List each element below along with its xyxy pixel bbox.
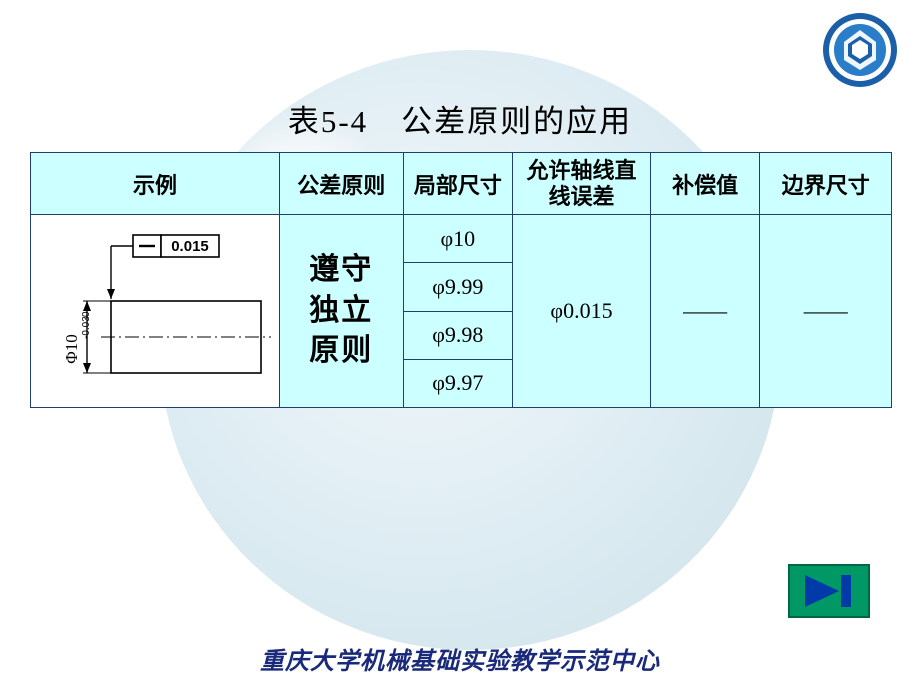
tol-upper: 0 — [81, 311, 92, 317]
footer-text: 重庆大学机械基础实验教学示范中心 — [0, 641, 920, 676]
allowed-error: φ0.015 — [513, 215, 651, 408]
th-axis-error-l1: 允许轴线直 — [526, 158, 636, 183]
ld-1: φ9.99 — [403, 263, 513, 311]
next-slide-button[interactable] — [788, 564, 870, 618]
tol-lower: -0.03 — [81, 316, 92, 339]
tolerance-table: 示例 公差原则 局部尺寸 允许轴线直 线误差 补偿值 边界尺寸 0.015 — [30, 152, 892, 408]
ld-0: φ10 — [403, 215, 513, 263]
th-example: 示例 — [31, 153, 280, 215]
th-boundary: 边界尺寸 — [760, 153, 892, 215]
compensation: —— — [650, 215, 760, 408]
ld-3: φ9.97 — [403, 359, 513, 407]
page-title: 表5-4 公差原则的应用 — [0, 96, 920, 141]
th-local-dim: 局部尺寸 — [403, 153, 513, 215]
university-logo — [822, 12, 898, 88]
ld-2: φ9.98 — [403, 311, 513, 359]
boundary: —— — [760, 215, 892, 408]
th-axis-error: 允许轴线直 线误差 — [513, 153, 651, 215]
th-principle: 公差原则 — [280, 153, 404, 215]
principle-cell: 遵守 独立 原则 — [280, 215, 404, 408]
th-compensation: 补偿值 — [650, 153, 760, 215]
diameter-label: Φ10 — [62, 334, 81, 363]
tolerance-value: 0.015 — [171, 238, 209, 255]
play-next-icon — [799, 571, 859, 611]
th-axis-error-l2: 线误差 — [548, 184, 614, 209]
diagram-cell: 0.015 Φ10 0 -0.03 — [31, 215, 280, 408]
table-row: 0.015 Φ10 0 -0.03 遵守 独立 原 — [31, 215, 892, 263]
